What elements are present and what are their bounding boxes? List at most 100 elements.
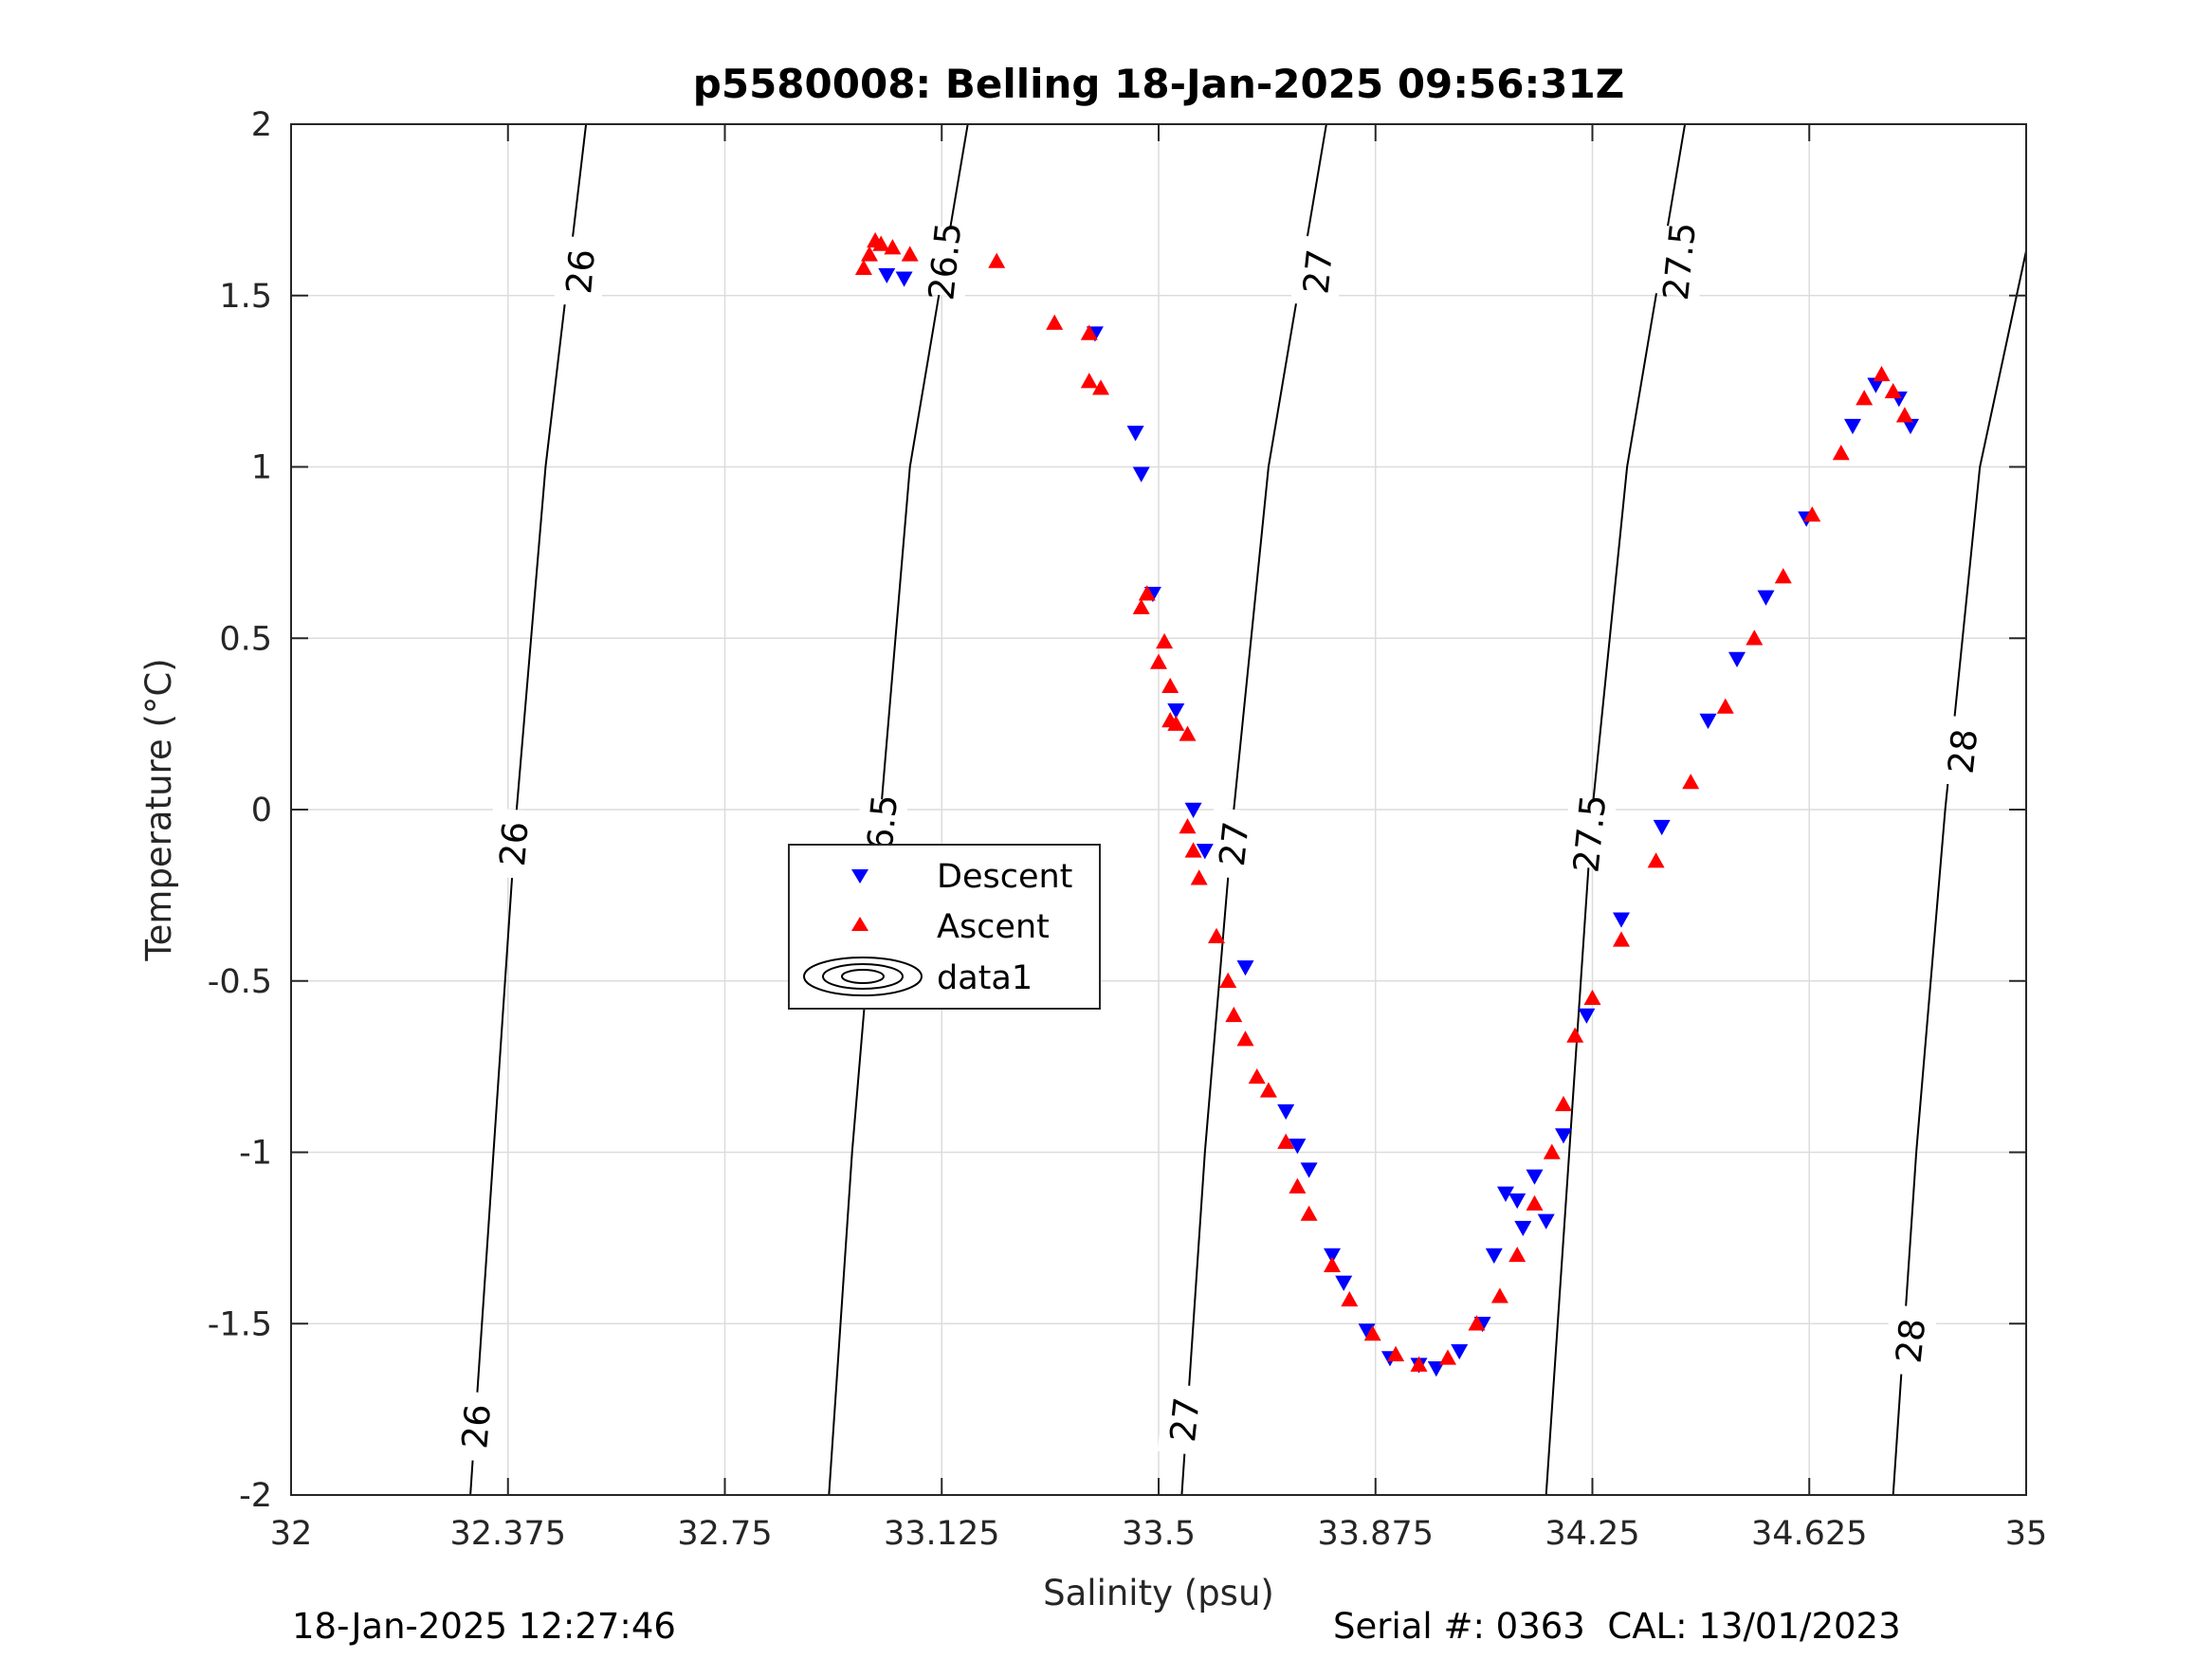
- x-tick-label: 34.25: [1545, 1515, 1639, 1553]
- contour-28: 28 28: [1883, 250, 2027, 1496]
- contour-label-bg: [1206, 807, 1261, 881]
- descent-point: [1300, 1162, 1318, 1178]
- legend-contour-marker: [803, 957, 923, 996]
- descent-point: [1508, 1193, 1526, 1210]
- ascent-point: [1219, 972, 1237, 988]
- ascent-point: [1132, 598, 1150, 614]
- ascent-point: [1566, 1027, 1584, 1043]
- ascent-point: [1490, 1287, 1508, 1304]
- descent-point: [1184, 802, 1202, 818]
- contour-label-bg: [1883, 1304, 1938, 1377]
- ascent-point: [1716, 698, 1734, 714]
- ascent-point: [1895, 407, 1913, 423]
- descent-point: [1902, 418, 1919, 435]
- ascent-point: [1543, 1143, 1561, 1159]
- ascent-point: [1363, 1325, 1381, 1341]
- y-axis-label: Temperature (°C): [138, 658, 179, 961]
- ascent-point: [1150, 653, 1167, 669]
- ascent-point: [1746, 629, 1764, 646]
- y-tick-label: 1.5: [219, 278, 272, 316]
- ascent-series: [854, 231, 1913, 1372]
- ascent-point: [1341, 1290, 1359, 1307]
- ascent-point: [1682, 774, 1700, 790]
- contour-label: 26: [454, 1402, 499, 1450]
- y-tick-label: -0.5: [208, 963, 272, 1001]
- ascent-point: [1179, 725, 1197, 741]
- y-tick-label: -2: [239, 1477, 272, 1515]
- ascent-point: [1184, 842, 1202, 858]
- x-tick-label: 34.625: [1751, 1515, 1867, 1553]
- contour-label-bg: [1290, 235, 1345, 308]
- y-tick-label: -1.5: [208, 1305, 272, 1343]
- contour-label: 26.5: [921, 220, 969, 301]
- descent-point: [895, 271, 913, 287]
- descent-point: [1358, 1323, 1376, 1340]
- contour-27: 27 27 27: [1157, 123, 1345, 1496]
- contour-label-bg: [1157, 1383, 1213, 1456]
- axis-ticks: 32 32.375 32.75 33.125 33.5 33.875 34.25 34.625…: [208, 106, 2048, 1553]
- x-tick-label: 35: [2005, 1515, 2048, 1553]
- y-tick-label: 1: [251, 449, 272, 487]
- ascent-point: [1046, 314, 1064, 330]
- contour-line: [469, 123, 588, 1496]
- descent-point: [1555, 1128, 1572, 1144]
- descent-point: [1699, 713, 1717, 730]
- y-tick-label: 2: [251, 106, 272, 144]
- ascent-point: [1832, 445, 1850, 461]
- ascent-point: [1259, 1082, 1277, 1098]
- contour-label: 27.5: [1655, 220, 1704, 301]
- y-tick-label: -1: [239, 1135, 272, 1173]
- legend-descent-marker: [851, 869, 868, 884]
- legend-box: [788, 844, 1101, 1010]
- contour-label-bg: [1562, 796, 1617, 870]
- descent-point: [1844, 418, 1861, 435]
- x-tick-label: 32: [270, 1515, 313, 1553]
- x-tick-label: 33.125: [884, 1515, 999, 1553]
- ascent-point: [1138, 585, 1156, 601]
- descent-series: [878, 267, 1919, 1377]
- ascent-point: [861, 246, 878, 262]
- grid-lines: [290, 123, 2027, 1496]
- ascent-point: [1190, 869, 1208, 885]
- descent-point: [1578, 1008, 1596, 1024]
- ascent-point: [1803, 506, 1821, 522]
- ascent-point: [1324, 1256, 1341, 1272]
- contour-label-bg: [917, 225, 972, 298]
- y-tick-label: 0: [251, 792, 272, 830]
- descent-point: [1167, 702, 1185, 720]
- contour-label: 27: [1212, 820, 1257, 868]
- ascent-point: [1526, 1194, 1544, 1211]
- descent-point: [1451, 1343, 1469, 1360]
- descent-point: [1132, 466, 1150, 483]
- ascent-point: [1647, 852, 1665, 868]
- descent-point: [1289, 1139, 1307, 1155]
- contour-label-bg: [486, 808, 540, 881]
- legend-descent-label: Descent: [937, 858, 1072, 896]
- ascent-point: [854, 259, 872, 276]
- descent-point: [1277, 1103, 1295, 1121]
- ascent-point: [901, 246, 919, 262]
- x-axis-label: Salinity (psu): [1043, 1573, 1274, 1613]
- legend-ascent-marker: [851, 917, 868, 931]
- footer-serial-cal: Serial #: 0363 CAL: 13/01/2023: [1333, 1606, 1901, 1647]
- ascent-point: [1248, 1067, 1266, 1085]
- contour-label: 28: [1889, 1317, 1934, 1365]
- legend-data1-label: data1: [937, 959, 1033, 997]
- ascent-point: [1613, 931, 1630, 947]
- ascent-point: [884, 239, 902, 255]
- x-tick-label: 32.75: [677, 1515, 772, 1553]
- ascent-point: [1884, 382, 1902, 399]
- descent-point: [1613, 912, 1630, 928]
- contour-label-bg: [1935, 715, 1990, 788]
- ascent-point: [1080, 324, 1098, 340]
- ascent-point: [1583, 989, 1601, 1006]
- contour-label-bg: [554, 235, 607, 308]
- ascent-point: [1439, 1349, 1456, 1365]
- ascent-point: [1179, 818, 1197, 834]
- descent-point: [1196, 844, 1214, 860]
- descent-point: [1757, 590, 1775, 606]
- ascent-point: [1300, 1205, 1318, 1221]
- ascent-point: [1387, 1345, 1405, 1361]
- contour-label-bg: [1652, 225, 1707, 298]
- descent-point: [1236, 960, 1254, 976]
